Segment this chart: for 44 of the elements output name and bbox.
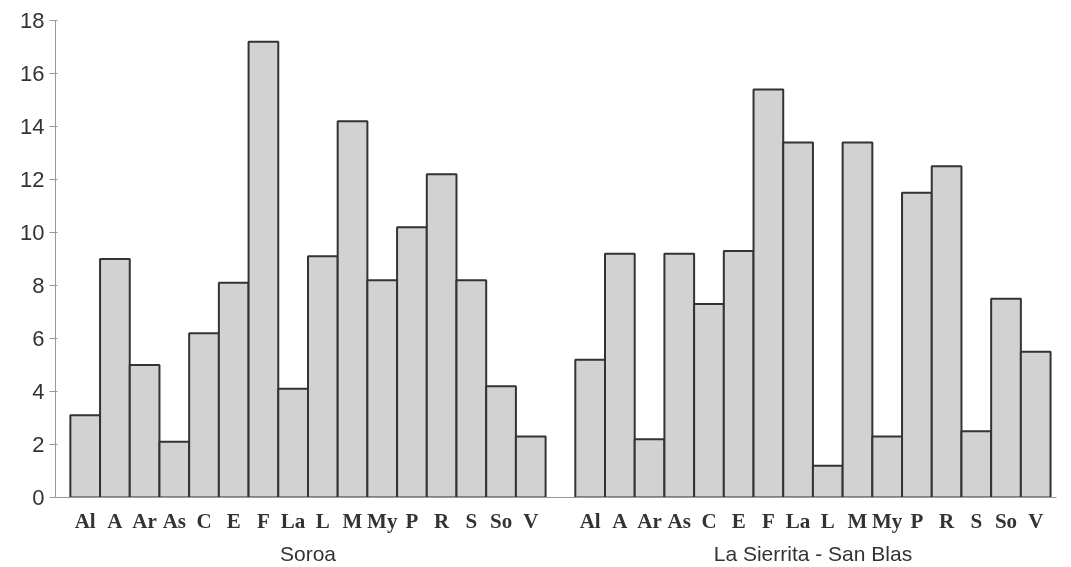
x-tick-label: F xyxy=(761,508,775,533)
x-tick-label: Ar xyxy=(637,508,662,533)
text: La Sierrita - San Blas xyxy=(713,541,913,565)
x-tick-label: Al xyxy=(579,508,601,533)
x-tick-label: A xyxy=(612,508,629,533)
x-tick-label: My xyxy=(367,508,398,533)
y-tick-label: 18 xyxy=(20,8,45,33)
x-tick-label: Al xyxy=(74,508,96,533)
x-tick-label: C xyxy=(701,508,717,533)
x-tick-label: S xyxy=(465,508,478,533)
x-tick-label: A xyxy=(107,508,124,533)
y-tick-label: 0 xyxy=(32,485,45,510)
x-tick-label: V xyxy=(1028,508,1044,533)
x-tick-label: As xyxy=(162,508,186,533)
x-tick-label: S xyxy=(970,508,983,533)
x-tick-label: R xyxy=(939,508,956,533)
y-tick-label: 4 xyxy=(32,379,45,404)
x-tick-label: C xyxy=(196,508,212,533)
x-tick-label: La xyxy=(280,508,306,533)
text: Soroa xyxy=(279,541,337,565)
x-tick-label: M xyxy=(342,508,363,533)
x-tick-label: So xyxy=(994,508,1018,533)
y-tick-label: 14 xyxy=(20,114,45,139)
y-tick-label: 8 xyxy=(32,273,45,298)
x-tick-label: L xyxy=(820,508,835,533)
y-tick-label: 16 xyxy=(20,61,45,86)
x-tick-label: V xyxy=(523,508,539,533)
x-tick-label: R xyxy=(434,508,451,533)
x-tick-label: So xyxy=(489,508,513,533)
x-tick-label: M xyxy=(847,508,868,533)
x-tick-label: F xyxy=(257,508,270,533)
x-tick-label: L xyxy=(315,508,330,533)
x-tick-label: La xyxy=(785,508,811,533)
y-tick-label: 12 xyxy=(20,167,45,192)
x-tick-label: P xyxy=(405,508,419,533)
y-tick-label: 2 xyxy=(32,432,45,457)
y-tick-label: 6 xyxy=(32,326,45,351)
x-tick-label: My xyxy=(872,508,903,533)
x-tick-label: P xyxy=(910,508,924,533)
x-tick-label: E xyxy=(226,508,241,533)
x-tick-label: Ar xyxy=(132,508,157,533)
x-tick-label: As xyxy=(667,508,691,533)
x-tick-label: E xyxy=(731,508,746,533)
y-tick-label: 10 xyxy=(20,220,45,245)
